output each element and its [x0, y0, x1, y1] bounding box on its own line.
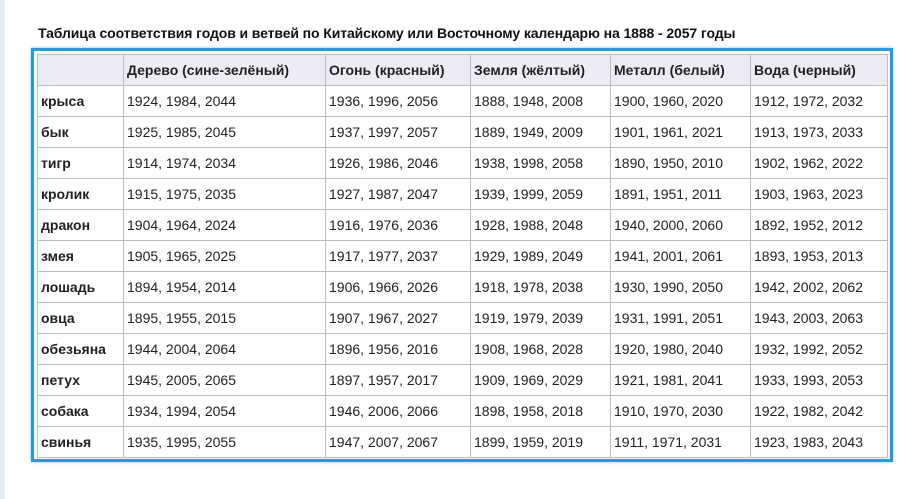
table-frame: Дерево (сине-зелёный) Огонь (красный) Земл… — [31, 48, 893, 462]
table-cell: 1943, 2003, 2063 — [750, 302, 888, 334]
row-label: кролик — [37, 178, 124, 210]
table-cell: 1916, 1976, 2036 — [325, 209, 471, 241]
column-header: Земля (жёлтый) — [470, 54, 611, 86]
table-cell: 1901, 1961, 2021 — [610, 116, 751, 148]
table-cell: 1920, 1980, 2040 — [610, 333, 751, 365]
table-cell: 1894, 1954, 2014 — [123, 271, 326, 303]
table-cell: 1928, 1988, 2048 — [470, 209, 611, 241]
row-label: змея — [37, 240, 124, 272]
table-cell: 1938, 1998, 2058 — [470, 147, 611, 179]
table-cell: 1917, 1977, 2037 — [325, 240, 471, 272]
table-cell: 1940, 2000, 2060 — [610, 209, 751, 241]
column-header: Дерево (сине-зелёный) — [123, 54, 326, 86]
table-cell: 1939, 1999, 2059 — [470, 178, 611, 210]
table-row: свинья 1935, 1995, 2055 1947, 2007, 2067 18… — [37, 426, 888, 458]
table-cell: 1895, 1955, 2015 — [123, 302, 326, 334]
row-label: дракон — [37, 209, 124, 241]
table-cell: 1923, 1983, 2043 — [750, 426, 888, 458]
table-cell: 1905, 1965, 2025 — [123, 240, 326, 272]
table-cell: 1914, 1974, 2034 — [123, 147, 326, 179]
table-cell: 1897, 1957, 2017 — [325, 364, 471, 396]
table-cell: 1904, 1964, 2024 — [123, 209, 326, 241]
table-cell: 1910, 1970, 2030 — [610, 395, 751, 427]
table-cell: 1933, 1993, 2053 — [750, 364, 888, 396]
table-cell: 1902, 1962, 2022 — [750, 147, 888, 179]
table-cell: 1907, 1967, 2027 — [325, 302, 471, 334]
column-header — [37, 54, 124, 86]
table-title: Таблица соответствия годов и ветвей по К… — [38, 25, 736, 41]
table-cell: 1893, 1953, 2013 — [750, 240, 888, 272]
row-label: петух — [37, 364, 124, 396]
table-row: лошадь 1894, 1954, 2014 1906, 1966, 2026 19… — [37, 271, 888, 303]
row-label: крыса — [37, 85, 124, 117]
table-cell: 1924, 1984, 2044 — [123, 85, 326, 117]
table-cell: 1947, 2007, 2067 — [325, 426, 471, 458]
column-header: Огонь (красный) — [325, 54, 471, 86]
table-cell: 1913, 1973, 2033 — [750, 116, 888, 148]
table-row: овца 1895, 1955, 2015 1907, 1967, 2027 1919… — [37, 302, 888, 334]
table-cell: 1922, 1982, 2042 — [750, 395, 888, 427]
table-cell: 1892, 1952, 2012 — [750, 209, 888, 241]
table-cell: 1891, 1951, 2011 — [610, 178, 751, 210]
table-cell: 1912, 1972, 2032 — [750, 85, 888, 117]
column-header: Вода (черный) — [750, 54, 888, 86]
table-cell: 1945, 2005, 2065 — [123, 364, 326, 396]
table-row: дракон 1904, 1964, 2024 1916, 1976, 2036 19… — [37, 209, 888, 241]
row-label: лошадь — [37, 271, 124, 303]
table-cell: 1921, 1981, 2041 — [610, 364, 751, 396]
zodiac-years-table: Дерево (сине-зелёный) Огонь (красный) Земл… — [37, 54, 888, 458]
row-label: бык — [37, 116, 124, 148]
table-cell: 1889, 1949, 2009 — [470, 116, 611, 148]
table-cell: 1908, 1968, 2028 — [470, 333, 611, 365]
table-row: петух 1945, 2005, 2065 1897, 1957, 2017 190… — [37, 364, 888, 396]
table-row: обезьяна 1944, 2004, 2064 1896, 1956, 2016… — [37, 333, 888, 365]
table-cell: 1890, 1950, 2010 — [610, 147, 751, 179]
table-cell: 1944, 2004, 2064 — [123, 333, 326, 365]
table-cell: 1896, 1956, 2016 — [325, 333, 471, 365]
table-cell: 1911, 1971, 2031 — [610, 426, 751, 458]
table-row: тигр 1914, 1974, 2034 1926, 1986, 2046 1938… — [37, 147, 888, 179]
table-cell: 1903, 1963, 2023 — [750, 178, 888, 210]
table-cell: 1925, 1985, 2045 — [123, 116, 326, 148]
column-header: Металл (белый) — [610, 54, 751, 86]
table-row: бык 1925, 1985, 2045 1937, 1997, 2057 1889,… — [37, 116, 888, 148]
row-label: собака — [37, 395, 124, 427]
table-cell: 1936, 1996, 2056 — [325, 85, 471, 117]
table-cell: 1941, 2001, 2061 — [610, 240, 751, 272]
table-row: кролик 1915, 1975, 2035 1927, 1987, 2047 19… — [37, 178, 888, 210]
table-cell: 1919, 1979, 2039 — [470, 302, 611, 334]
table-cell: 1900, 1960, 2020 — [610, 85, 751, 117]
table-cell: 1888, 1948, 2008 — [470, 85, 611, 117]
table-cell: 1909, 1969, 2029 — [470, 364, 611, 396]
header-row: Дерево (сине-зелёный) Огонь (красный) Земл… — [37, 54, 888, 86]
table-cell: 1932, 1992, 2052 — [750, 333, 888, 365]
table-cell: 1915, 1975, 2035 — [123, 178, 326, 210]
table-cell: 1931, 1991, 2051 — [610, 302, 751, 334]
row-label: тигр — [37, 147, 124, 179]
left-edge-strip — [0, 0, 5, 499]
table-cell: 1946, 2006, 2066 — [325, 395, 471, 427]
table-cell: 1906, 1966, 2026 — [325, 271, 471, 303]
table-row: змея 1905, 1965, 2025 1917, 1977, 2037 1929… — [37, 240, 888, 272]
table-cell: 1942, 2002, 2062 — [750, 271, 888, 303]
table-row: собака 1934, 1994, 2054 1946, 2006, 2066 18… — [37, 395, 888, 427]
table-cell: 1930, 1990, 2050 — [610, 271, 751, 303]
table-cell: 1935, 1995, 2055 — [123, 426, 326, 458]
table-row: крыса 1924, 1984, 2044 1936, 1996, 2056 188… — [37, 85, 888, 117]
table-cell: 1899, 1959, 2019 — [470, 426, 611, 458]
table-cell: 1898, 1958, 2018 — [470, 395, 611, 427]
table-cell: 1929, 1989, 2049 — [470, 240, 611, 272]
table-cell: 1927, 1987, 2047 — [325, 178, 471, 210]
row-label: свинья — [37, 426, 124, 458]
table-cell: 1934, 1994, 2054 — [123, 395, 326, 427]
row-label: обезьяна — [37, 333, 124, 365]
table-cell: 1926, 1986, 2046 — [325, 147, 471, 179]
row-label: овца — [37, 302, 124, 334]
table-cell: 1937, 1997, 2057 — [325, 116, 471, 148]
table-cell: 1918, 1978, 2038 — [470, 271, 611, 303]
